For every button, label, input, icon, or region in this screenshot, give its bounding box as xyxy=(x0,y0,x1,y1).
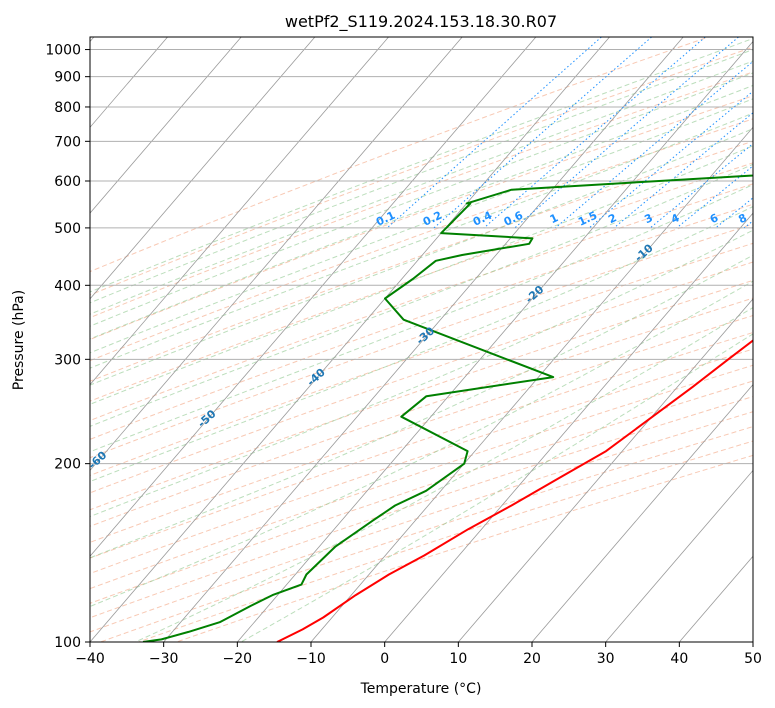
dry-adiabat xyxy=(90,242,753,476)
dry-adiabat xyxy=(90,203,753,440)
isotherm xyxy=(90,37,242,214)
y-tick-label: 900 xyxy=(54,70,81,86)
dry-adiabat xyxy=(90,411,753,633)
x-tick-label: 40 xyxy=(670,651,688,667)
moist-adiabat xyxy=(90,37,753,293)
mixing-ratio-line xyxy=(613,112,753,229)
isotherm xyxy=(90,37,316,300)
moist-adiabat xyxy=(240,333,753,642)
isotherm xyxy=(90,37,463,472)
x-tick-label: 50 xyxy=(744,651,762,667)
mixing-ratio-line xyxy=(514,37,739,229)
mixing-ratio-line xyxy=(433,37,652,229)
x-tick-label: 30 xyxy=(597,651,615,667)
x-tick-label: −30 xyxy=(149,651,179,667)
x-tick-label: −20 xyxy=(223,651,253,667)
y-tick-label: 100 xyxy=(54,635,81,651)
moist-adiabat xyxy=(90,280,753,608)
dry-adiabat xyxy=(137,440,753,642)
moist-adiabat xyxy=(90,98,753,354)
moist-adiabat xyxy=(90,72,753,327)
y-tick-label: 300 xyxy=(54,352,81,368)
dry-adiabat xyxy=(90,71,753,319)
dry-adiabat xyxy=(175,454,753,642)
x-tick-label: −10 xyxy=(296,651,326,667)
isotherm xyxy=(237,40,753,642)
x-tick-label: 0 xyxy=(380,651,389,667)
dry-adiabat xyxy=(99,426,753,642)
isotherm xyxy=(90,37,537,557)
dry-adiabat xyxy=(90,118,753,362)
dry-adiabat xyxy=(90,261,753,494)
isotherm xyxy=(531,384,753,642)
y-tick-label: 500 xyxy=(54,221,81,237)
moist-adiabat xyxy=(90,163,753,427)
moist-adiabat xyxy=(90,84,753,340)
y-tick-label: 200 xyxy=(54,457,81,473)
dry-adiabat xyxy=(90,297,753,527)
isotherm xyxy=(90,37,610,642)
dry-adiabat xyxy=(90,364,753,590)
dry-adiabat xyxy=(90,37,710,273)
x-tick-label: 20 xyxy=(523,651,541,667)
temperature-profile xyxy=(276,339,753,642)
isotherm xyxy=(310,126,753,642)
isotherm xyxy=(752,641,753,642)
mixing-ratio-line xyxy=(483,37,706,229)
y-tick-label: 400 xyxy=(54,278,81,294)
y-tick-label: 700 xyxy=(54,134,81,150)
y-tick-label: 800 xyxy=(54,100,81,116)
moist-adiabat xyxy=(90,145,753,405)
mixing-ratio-line xyxy=(767,37,775,228)
plot-background xyxy=(90,37,753,642)
chart-title: wetPf2_S119.2024.153.18.30.R07 xyxy=(285,12,557,32)
isotherm xyxy=(90,37,389,386)
axes: −40 −30 −20 −10 0 10 20 30 40 50 100 200 300 400 500 60… xyxy=(45,43,762,667)
dry-adiabat xyxy=(90,95,753,341)
moist-adiabat xyxy=(90,254,753,559)
moist-adiabat xyxy=(135,306,753,642)
moist-adiabat xyxy=(90,60,753,315)
isotherm xyxy=(384,212,753,642)
moist-adiabat xyxy=(90,128,753,386)
dry-adiabat xyxy=(90,331,753,559)
moist-adiabat xyxy=(90,183,753,453)
isotherm xyxy=(458,298,753,642)
dewpoint-profile xyxy=(142,174,753,642)
dry-adiabat xyxy=(90,140,753,382)
isotherm xyxy=(163,37,684,642)
x-tick-label: 10 xyxy=(449,651,467,667)
moist-adiabat xyxy=(90,49,753,304)
plot-frame xyxy=(89,36,754,643)
isotherm xyxy=(605,469,753,642)
y-axis-label: Pressure (hPa) xyxy=(11,290,27,390)
dry-adiabat xyxy=(90,380,753,604)
profiles xyxy=(142,174,753,642)
y-tick-label: 1000 xyxy=(45,43,81,59)
dry-adiabat xyxy=(90,183,753,422)
x-tick-label: −40 xyxy=(75,651,105,667)
dry-adiabat xyxy=(90,46,753,296)
y-tick-label: 600 xyxy=(54,174,81,190)
dry-adiabat xyxy=(90,314,753,543)
background-lines xyxy=(90,37,775,642)
dry-adiabat xyxy=(90,396,753,619)
x-axis-label: Temperature (°C) xyxy=(360,681,482,697)
